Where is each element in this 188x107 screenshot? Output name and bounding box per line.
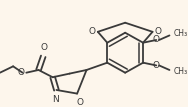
Text: CH₃: CH₃ xyxy=(173,29,187,38)
Text: O: O xyxy=(153,61,160,70)
Text: CH₃: CH₃ xyxy=(173,67,187,76)
Text: O: O xyxy=(154,27,161,36)
Text: O: O xyxy=(153,36,160,45)
Text: N: N xyxy=(52,94,59,103)
Text: O: O xyxy=(17,68,24,77)
Text: O: O xyxy=(41,43,48,52)
Text: O: O xyxy=(77,98,83,107)
Text: O: O xyxy=(89,27,96,36)
